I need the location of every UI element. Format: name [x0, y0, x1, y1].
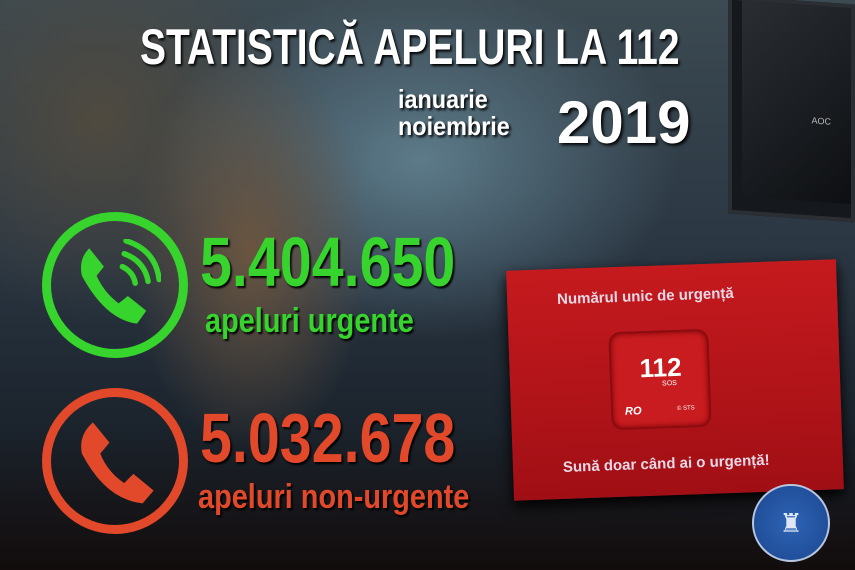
period-year: 2019: [557, 89, 691, 156]
urgent-label: apeluri urgente: [205, 302, 414, 340]
logo-copyright: © STS: [676, 405, 695, 412]
logo-sos: SOS: [662, 379, 678, 388]
period-from: ianuarie: [398, 84, 488, 114]
non-urgent-label: apeluri non-urgente: [198, 478, 470, 516]
sts-seal-logo: ♜: [752, 484, 830, 562]
112-logo: 112 SOS RO © STS: [608, 328, 712, 431]
period-months: ianuarie noiembrie: [398, 86, 510, 140]
phone-ringing-icon: [42, 212, 188, 358]
emergency-card: Numărul unic de urgență 112 SOS RO © STS…: [506, 259, 844, 501]
urgent-count: 5.404.650: [200, 223, 456, 301]
card-bottom-text: Sună doar când ai o urgență!: [562, 451, 770, 476]
headline: STATISTICĂ APELURI LA 112: [140, 19, 680, 75]
non-urgent-count: 5.032.678: [200, 399, 456, 477]
monitor: AOC: [728, 0, 855, 223]
logo-country: RO: [624, 405, 642, 418]
phone-icon: [42, 388, 188, 534]
period-to: noiembrie: [398, 111, 510, 141]
card-top-text: Numărul unic de urgență: [556, 284, 735, 309]
monitor-brand: AOC: [811, 115, 831, 127]
